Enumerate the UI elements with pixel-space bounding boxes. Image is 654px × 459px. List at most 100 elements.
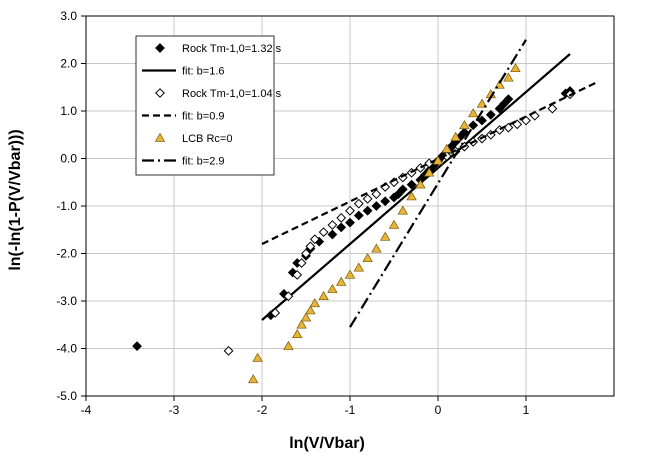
legend-swatch-marker (154, 132, 166, 142)
data-point (345, 205, 355, 216)
data-point (309, 298, 321, 308)
legend-label: fit: b=2.9 (182, 156, 225, 168)
data-point (336, 222, 347, 233)
data-point (305, 305, 316, 315)
y-tick-label: -1.0 (56, 199, 77, 213)
data-point (132, 341, 142, 352)
data-point (327, 229, 338, 240)
data-point (336, 212, 347, 223)
y-tick-label: 1.0 (60, 104, 77, 118)
data-point (406, 179, 417, 190)
y-tick-label: 2.0 (60, 57, 77, 71)
legend-label: LCB Rc=0 (182, 133, 232, 145)
data-point (345, 217, 355, 228)
data-point (353, 198, 364, 209)
data-point (388, 219, 400, 229)
x-tick-label: -2 (257, 403, 268, 417)
y-axis-title: ln(-ln(1-P(V/Vbar))) (7, 129, 24, 270)
data-point (371, 201, 382, 211)
data-point (393, 189, 404, 200)
series-layer (132, 39, 597, 384)
data-point (327, 283, 338, 293)
data-point (300, 312, 312, 322)
data-point (291, 328, 303, 339)
x-tick-label: 0 (435, 403, 442, 417)
data-point (406, 191, 417, 201)
axes: -4 -3 -2 -1 0 1 -5.0 -4.0 -3.0 -2.0 -1.0 0.0 1.0 2.0 3… (56, 9, 615, 417)
data-point (309, 234, 320, 245)
data-point (353, 210, 364, 221)
y-tick-label: -4.0 (56, 342, 77, 356)
data-point (450, 131, 461, 141)
data-point (296, 319, 307, 329)
series-4 (261, 81, 597, 245)
data-point (371, 189, 382, 200)
data-point (476, 98, 488, 108)
data-point (423, 167, 435, 177)
data-point (327, 220, 338, 230)
data-point (397, 205, 409, 215)
data-point (503, 72, 514, 82)
data-point (467, 108, 479, 118)
data-point (477, 115, 487, 126)
data-point (494, 79, 505, 89)
series-5 (247, 62, 521, 384)
data-point (503, 94, 514, 105)
data-point (380, 196, 391, 207)
legend-swatch-marker (155, 88, 165, 98)
data-point (292, 269, 303, 280)
data-point (397, 172, 408, 183)
data-point (318, 227, 329, 238)
legend-label: fit: b=1.6 (182, 66, 225, 78)
y-tick-label: -2.0 (56, 247, 77, 261)
legend: Rock Tm-1,0=1.32 s fit: b=1.6 Rock Tm-1,0=… (135, 35, 282, 176)
data-point (223, 345, 234, 356)
data-point (362, 193, 373, 204)
data-point (252, 352, 263, 362)
data-point (415, 179, 426, 189)
y-tick-label: -5.0 (56, 389, 77, 403)
y-tick-label: 3.0 (60, 9, 77, 23)
data-point (379, 231, 391, 241)
x-tick-label: -1 (345, 403, 356, 417)
data-point (305, 241, 316, 252)
series-2 (261, 53, 571, 321)
data-point (270, 307, 281, 318)
data-point (335, 276, 347, 286)
data-point (510, 62, 521, 73)
data-point (353, 262, 365, 272)
data-point (446, 141, 457, 152)
x-tick-label: 1 (523, 403, 530, 417)
fit-line (261, 53, 571, 321)
series-3 (223, 89, 575, 356)
data-point (247, 374, 259, 384)
data-point (283, 340, 294, 350)
data-point (362, 252, 373, 263)
data-point (344, 269, 356, 279)
data-point (296, 258, 307, 268)
legend-swatch-marker (155, 43, 165, 53)
data-point (494, 103, 505, 114)
data-point (499, 98, 509, 109)
legend-box (135, 35, 275, 176)
x-axis-title: ln(V/Vbar) (289, 435, 365, 452)
data-point (371, 243, 382, 253)
series-6 (349, 39, 527, 328)
data-point (301, 248, 311, 259)
data-point (362, 205, 373, 216)
legend-label: Rock Tm-1,0=1.04 s (182, 88, 282, 100)
y-tick-label: 0.0 (60, 152, 77, 166)
grid (85, 15, 615, 397)
data-point (547, 103, 558, 114)
fit-line (349, 39, 527, 328)
data-point (283, 291, 294, 302)
x-tick-label: -3 (169, 403, 180, 417)
data-point (485, 109, 496, 120)
legend-label: fit: b=0.9 (182, 111, 225, 123)
x-tick-label: -4 (81, 403, 92, 417)
legend-label: Rock Tm-1,0=1.32 s (182, 43, 282, 55)
data-point (397, 184, 408, 195)
data-point (441, 151, 452, 162)
